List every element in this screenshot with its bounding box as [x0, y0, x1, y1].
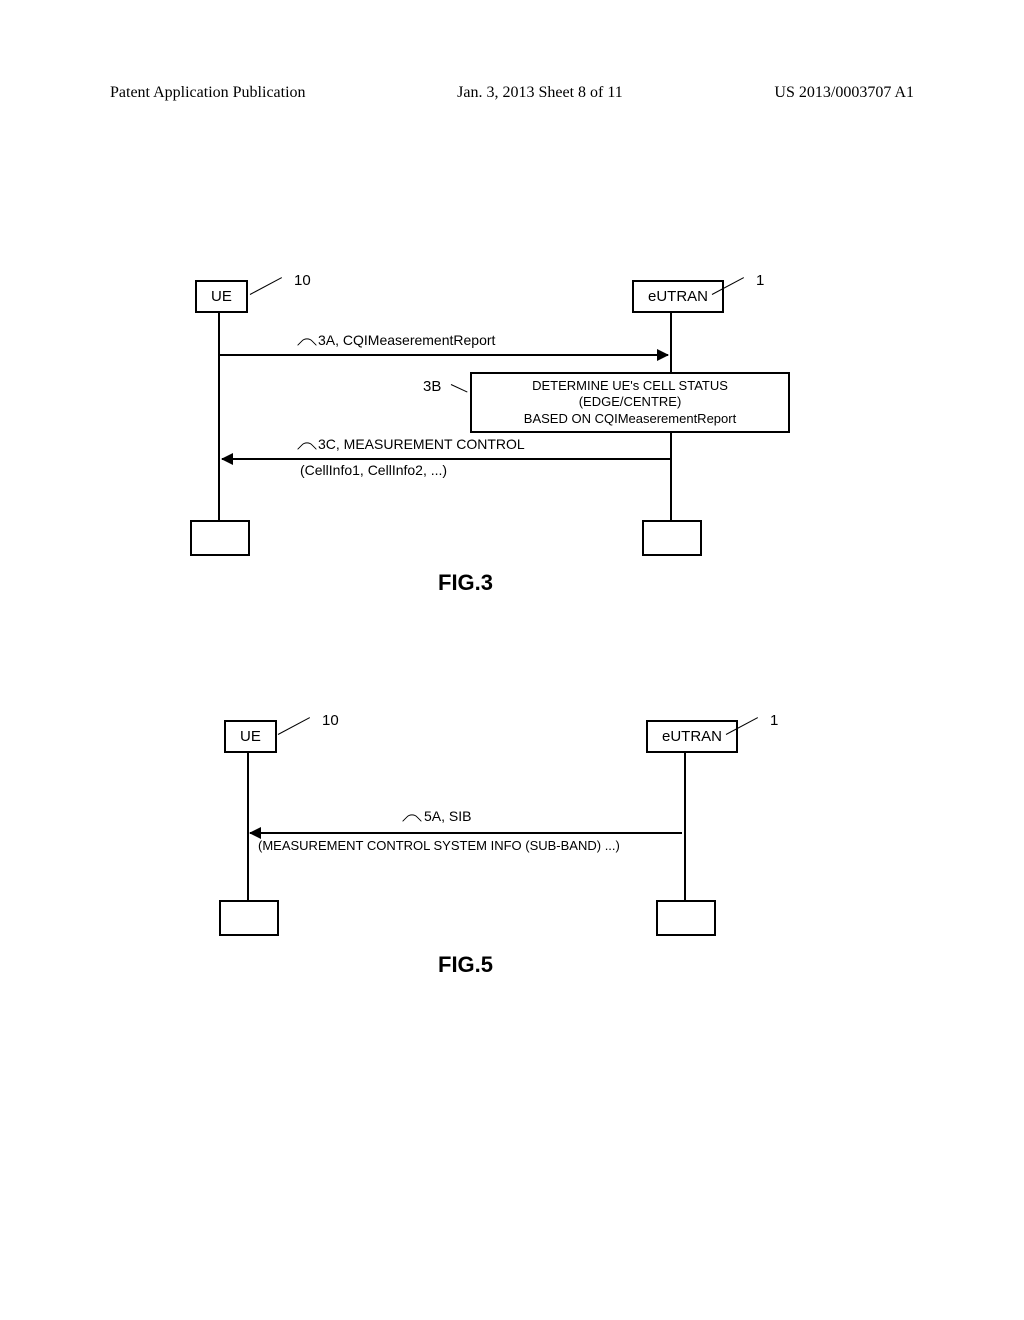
hook-3a	[297, 335, 317, 355]
eutran-end	[642, 520, 702, 556]
leader-3b	[451, 384, 468, 393]
proc-3b: DETERMINE UE's CELL STATUS (EDGE/CENTRE)…	[470, 372, 790, 433]
ue-lifeline	[218, 312, 220, 520]
eutran-label: eUTRAN	[648, 288, 708, 305]
header-center: Jan. 3, 2013 Sheet 8 of 11	[457, 84, 623, 102]
ue-ref: 10	[294, 272, 311, 289]
arrow-3a	[220, 354, 668, 356]
eutran-box-5: eUTRAN	[646, 720, 738, 753]
ref-3b: 3B	[423, 378, 441, 395]
ue-end-5	[219, 900, 279, 936]
arrow-5a	[250, 832, 682, 834]
arrow-3c	[222, 458, 670, 460]
ue-leader	[250, 277, 282, 295]
ue-label-5: UE	[240, 728, 261, 745]
proc-3b-line2: BASED ON CQIMeaserementReport	[480, 411, 780, 427]
label-3c-sub: (CellInfo1, CellInfo2, ...)	[300, 462, 447, 478]
label-3c: 3C, MEASUREMENT CONTROL	[318, 436, 525, 452]
ue-end	[190, 520, 250, 556]
hook-3c	[297, 439, 317, 459]
ue-leader-5	[278, 717, 310, 735]
eutran-ref: 1	[756, 272, 764, 289]
ue-lifeline-5	[247, 752, 249, 900]
hook-5a	[402, 811, 422, 831]
fig5-caption: FIG.5	[438, 952, 493, 978]
eutran-label-5: eUTRAN	[662, 728, 722, 745]
eutran-lifeline-5	[684, 752, 686, 900]
header-right: US 2013/0003707 A1	[774, 84, 914, 102]
header-left: Patent Application Publication	[110, 84, 306, 102]
fig3-caption: FIG.3	[438, 570, 493, 596]
figure-5: UE 10 eUTRAN 1 5A, SIB (MEASUREMENT CONT…	[0, 720, 1024, 1000]
page-header: Patent Application Publication Jan. 3, 2…	[0, 84, 1024, 102]
eutran-box: eUTRAN	[632, 280, 724, 313]
label-3a: 3A, CQIMeaserementReport	[318, 332, 495, 348]
label-5a-sub: (MEASUREMENT CONTROL SYSTEM INFO (SUB-BA…	[258, 838, 620, 853]
ue-box: UE	[195, 280, 248, 313]
figure-3: UE 10 eUTRAN 1 3A, CQIMeaserementReport …	[0, 280, 1024, 610]
eutran-ref-5: 1	[770, 712, 778, 729]
eutran-end-5	[656, 900, 716, 936]
label-5a: 5A, SIB	[424, 808, 471, 824]
ue-ref-5: 10	[322, 712, 339, 729]
ue-label: UE	[211, 288, 232, 305]
proc-3b-line1: DETERMINE UE's CELL STATUS (EDGE/CENTRE)	[480, 378, 780, 411]
ue-box-5: UE	[224, 720, 277, 753]
